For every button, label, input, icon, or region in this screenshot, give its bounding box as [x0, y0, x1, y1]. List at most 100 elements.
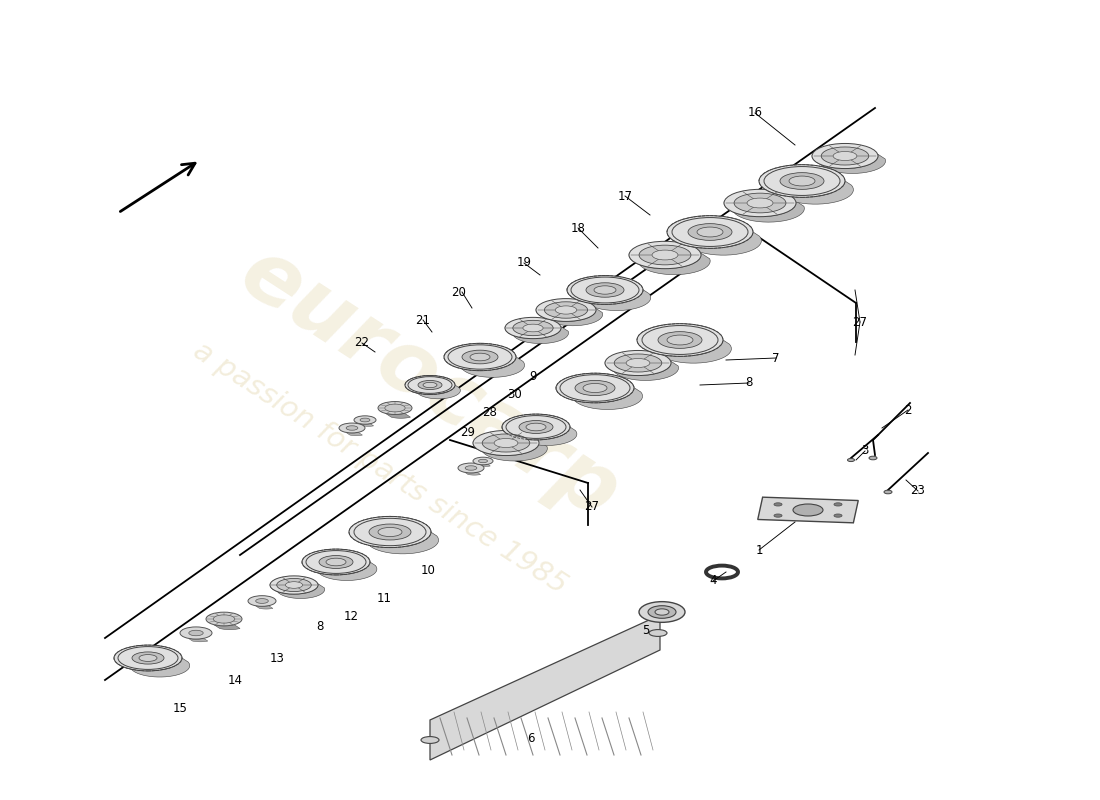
Text: 27: 27: [584, 501, 600, 514]
Text: 11: 11: [376, 591, 392, 605]
Ellipse shape: [522, 324, 543, 332]
Text: 8: 8: [746, 377, 752, 390]
Circle shape: [505, 440, 512, 446]
Polygon shape: [672, 227, 761, 255]
Ellipse shape: [780, 173, 824, 190]
Ellipse shape: [494, 438, 518, 447]
Ellipse shape: [759, 165, 845, 198]
Ellipse shape: [834, 502, 842, 506]
Ellipse shape: [378, 527, 402, 537]
Text: eurocarp: eurocarp: [226, 232, 635, 538]
Ellipse shape: [544, 302, 587, 318]
Polygon shape: [571, 286, 651, 310]
Ellipse shape: [774, 514, 782, 518]
Ellipse shape: [132, 652, 164, 664]
Ellipse shape: [502, 414, 570, 440]
Ellipse shape: [139, 654, 157, 662]
Ellipse shape: [648, 606, 676, 618]
Ellipse shape: [734, 193, 785, 213]
Text: a passion for parts since 1985: a passion for parts since 1985: [188, 337, 572, 599]
Ellipse shape: [526, 423, 546, 430]
Text: 29: 29: [461, 426, 475, 439]
Ellipse shape: [206, 612, 242, 626]
Text: 14: 14: [228, 674, 242, 687]
Ellipse shape: [833, 151, 857, 161]
Ellipse shape: [424, 382, 437, 388]
Text: 4: 4: [710, 574, 717, 587]
Ellipse shape: [594, 286, 616, 294]
Ellipse shape: [302, 549, 370, 575]
Ellipse shape: [255, 598, 268, 603]
Polygon shape: [506, 423, 576, 446]
Text: 12: 12: [343, 610, 359, 623]
Text: 27: 27: [852, 315, 868, 329]
Ellipse shape: [793, 504, 823, 516]
Polygon shape: [188, 638, 208, 642]
Ellipse shape: [586, 282, 624, 298]
Ellipse shape: [884, 490, 892, 494]
Polygon shape: [118, 654, 189, 677]
Ellipse shape: [639, 602, 685, 622]
Polygon shape: [724, 201, 804, 222]
Ellipse shape: [473, 457, 493, 465]
Ellipse shape: [688, 224, 732, 240]
Text: 30: 30: [507, 389, 522, 402]
Ellipse shape: [536, 298, 596, 322]
Ellipse shape: [747, 198, 773, 208]
Polygon shape: [758, 497, 858, 523]
Text: 17: 17: [617, 190, 632, 202]
Polygon shape: [478, 464, 491, 466]
Ellipse shape: [724, 190, 796, 217]
Ellipse shape: [513, 320, 553, 336]
Text: 10: 10: [420, 563, 436, 577]
Ellipse shape: [556, 373, 634, 403]
Ellipse shape: [697, 227, 723, 237]
Ellipse shape: [505, 318, 561, 338]
Ellipse shape: [626, 358, 650, 367]
Polygon shape: [213, 625, 240, 630]
Ellipse shape: [789, 176, 815, 186]
Ellipse shape: [654, 609, 669, 615]
Text: 13: 13: [270, 651, 285, 665]
Ellipse shape: [556, 306, 576, 314]
Polygon shape: [345, 432, 362, 436]
Ellipse shape: [346, 426, 358, 430]
Ellipse shape: [462, 350, 498, 364]
Ellipse shape: [629, 242, 701, 269]
Polygon shape: [385, 414, 410, 418]
Polygon shape: [505, 326, 569, 343]
Text: 5: 5: [642, 625, 650, 638]
Ellipse shape: [319, 555, 353, 569]
Text: 2: 2: [904, 403, 912, 417]
Text: 22: 22: [354, 337, 370, 350]
Ellipse shape: [847, 458, 855, 462]
Polygon shape: [360, 424, 374, 426]
Ellipse shape: [583, 383, 607, 393]
Text: 1: 1: [756, 543, 762, 557]
Ellipse shape: [652, 250, 678, 260]
Ellipse shape: [470, 354, 490, 361]
Polygon shape: [812, 154, 886, 174]
Ellipse shape: [213, 615, 234, 623]
Text: 23: 23: [911, 485, 925, 498]
Ellipse shape: [575, 380, 615, 396]
Ellipse shape: [478, 459, 487, 462]
Ellipse shape: [285, 582, 303, 588]
Ellipse shape: [421, 737, 439, 743]
Polygon shape: [764, 177, 854, 204]
Ellipse shape: [180, 627, 212, 639]
Polygon shape: [642, 335, 732, 363]
Text: 18: 18: [571, 222, 585, 234]
Ellipse shape: [658, 332, 702, 348]
Text: 19: 19: [517, 257, 531, 270]
Text: 6: 6: [527, 731, 535, 745]
Text: 3: 3: [861, 445, 869, 458]
Ellipse shape: [473, 430, 539, 455]
Polygon shape: [465, 472, 481, 475]
Ellipse shape: [482, 434, 530, 452]
Text: 16: 16: [748, 106, 762, 119]
Ellipse shape: [418, 381, 442, 390]
Ellipse shape: [354, 416, 376, 424]
Polygon shape: [448, 354, 525, 378]
Polygon shape: [306, 558, 377, 581]
